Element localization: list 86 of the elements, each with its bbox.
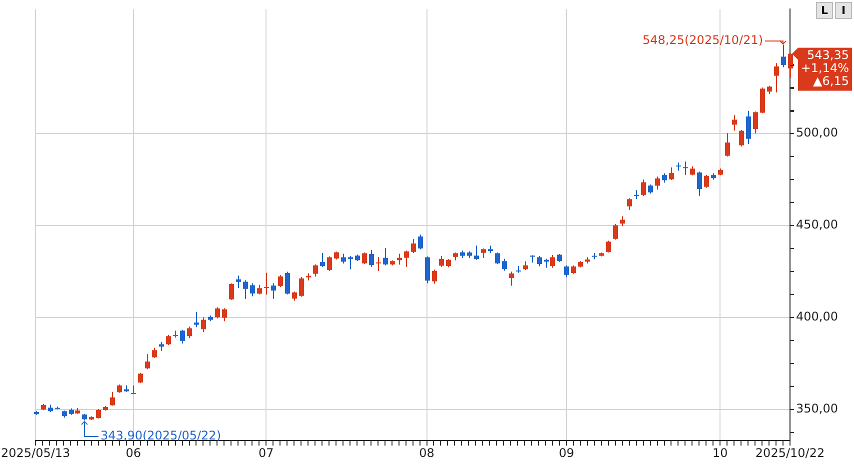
candlestick (439, 255, 444, 268)
candlestick (509, 271, 514, 286)
candlestick (530, 254, 535, 264)
candlestick (159, 341, 164, 352)
x-tick-label: 2025/05/13 (0, 446, 70, 460)
candlestick (641, 178, 646, 197)
candlestick (432, 269, 437, 284)
candlestick (474, 245, 479, 260)
candlestick (376, 256, 381, 272)
x-tick-label: 09 (558, 446, 574, 460)
candlestick (662, 172, 667, 184)
candlestick (243, 280, 248, 300)
candlestick (299, 276, 304, 298)
y-tick-label: 350,00 (796, 401, 838, 416)
candlestick (620, 216, 625, 227)
candlestick (278, 274, 283, 288)
candlestick (201, 316, 206, 333)
text: ▲6,15 (813, 74, 849, 88)
candlestick (257, 284, 262, 295)
candlestick (495, 252, 500, 265)
candlestick (145, 354, 150, 370)
candlestick (313, 264, 318, 278)
candlestick (697, 171, 702, 196)
candlestick (96, 408, 101, 420)
candlestick (383, 247, 388, 266)
candlestick (138, 372, 143, 384)
candlestick (606, 240, 611, 253)
annotation: 343,90(2025/05/22) (100, 428, 221, 443)
candlestick (285, 271, 290, 295)
candlestick (704, 174, 709, 188)
candlestick (537, 255, 542, 267)
candlestick (194, 311, 199, 328)
candlestick (229, 282, 234, 300)
candlestick (180, 329, 185, 344)
x-tick-label: 07 (258, 446, 274, 460)
candlestick (627, 198, 632, 210)
candlestick (613, 223, 618, 240)
candlestick (502, 258, 507, 272)
candlestick (327, 256, 332, 272)
candlestick (250, 282, 255, 297)
candlestick (425, 256, 430, 284)
candlestick (564, 265, 569, 278)
candlestick (781, 44, 786, 68)
candlestick (404, 250, 409, 268)
candlestick (753, 110, 758, 134)
candlestick (648, 184, 653, 194)
candlestick (292, 291, 297, 302)
candlestick (362, 252, 367, 265)
candlestick (411, 238, 416, 254)
candlestick (732, 114, 737, 132)
letter-button: I (835, 2, 852, 19)
candlestick (418, 234, 423, 250)
candlestick (550, 254, 555, 268)
y-tick-label: 500,00 (796, 126, 838, 140)
candlestick (110, 391, 115, 406)
candlestick (264, 272, 269, 296)
candlestick (222, 308, 227, 322)
candlestick (341, 253, 346, 264)
y-tick-label: 400,00 (796, 310, 838, 324)
candlestick (774, 62, 779, 93)
x-tick-label: 10 (712, 446, 728, 460)
candlestick (481, 248, 486, 258)
candlestick (215, 306, 220, 319)
candlestick (152, 347, 157, 358)
candlestick (746, 110, 751, 144)
candlestick (683, 160, 688, 176)
candlestick (690, 166, 695, 176)
candlestick (271, 282, 276, 300)
text: 543,35 (807, 48, 849, 62)
text: +1,14% (800, 60, 849, 75)
x-tick-label: 2025/10/22 (755, 446, 825, 460)
candlestick (166, 334, 171, 346)
candlestick (725, 132, 730, 157)
candlestick (320, 252, 325, 268)
candlestick (739, 129, 744, 147)
letter-button: L (816, 2, 833, 19)
candlestick (369, 249, 374, 268)
annotation: 548,25(2025/10/21) (642, 32, 764, 47)
candlestick (236, 275, 241, 288)
candlestick (669, 166, 674, 181)
candlestick (655, 176, 660, 190)
x-tick-label: 08 (419, 446, 434, 460)
y-tick-label: 450,00 (796, 218, 838, 232)
x-tick-label: 06 (126, 446, 142, 460)
candlestick (634, 190, 639, 200)
candlestick (187, 326, 192, 339)
